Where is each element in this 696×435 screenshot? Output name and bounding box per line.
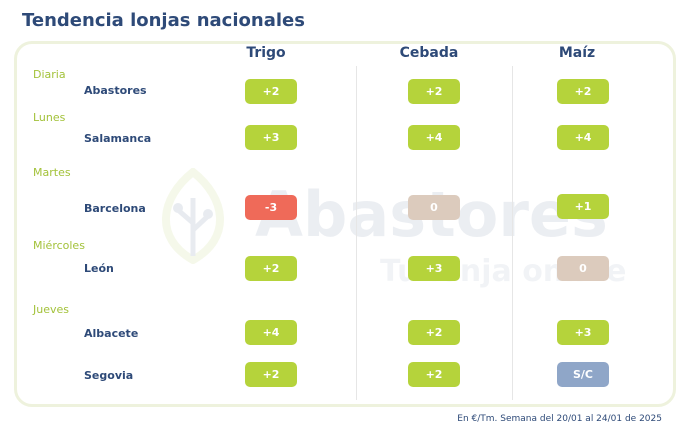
watermark-logo — [150, 166, 236, 265]
trend-badge: +1 — [557, 194, 609, 219]
trend-badge: +4 — [245, 320, 297, 345]
trend-badge: +3 — [245, 125, 297, 150]
trend-badge: 0 — [557, 256, 609, 281]
trend-badge: +2 — [408, 362, 460, 387]
trend-badge: +4 — [557, 125, 609, 150]
market-name: Albacete — [84, 327, 139, 340]
column-header-maiz: Maíz — [558, 45, 596, 61]
column-header-cebada: Cebada — [399, 45, 459, 61]
column-divider — [356, 66, 357, 400]
day-label-diaria: Diaria — [33, 68, 66, 81]
column-divider — [512, 66, 513, 400]
trend-badge: +4 — [408, 125, 460, 150]
trend-badge: +2 — [408, 320, 460, 345]
day-label-jueves: Jueves — [33, 303, 69, 316]
trend-badge: +2 — [408, 79, 460, 104]
trend-badge: +2 — [557, 79, 609, 104]
day-label-martes: Martes — [33, 166, 71, 179]
market-name: Abastores — [84, 84, 147, 97]
market-name: Segovia — [84, 369, 134, 382]
column-header-trigo: Trigo — [246, 45, 286, 61]
trend-badge: 0 — [408, 195, 460, 220]
trend-badge: S/C — [557, 362, 609, 387]
page-title: Tendencia lonjas nacionales — [22, 10, 305, 31]
trend-badge: +2 — [245, 79, 297, 104]
trend-badge: -3 — [245, 195, 297, 220]
market-name: Barcelona — [84, 202, 146, 215]
leaf-icon — [162, 166, 224, 265]
trend-badge: +2 — [245, 256, 297, 281]
footer-note: En €/Tm. Semana del 20/01 al 24/01 de 20… — [457, 414, 662, 424]
day-label-miercoles: Miércoles — [33, 239, 85, 252]
trend-badge: +3 — [557, 320, 609, 345]
trend-badge: +3 — [408, 256, 460, 281]
day-label-lunes: Lunes — [33, 111, 66, 124]
market-name: León — [84, 262, 114, 275]
trend-badge: +2 — [245, 362, 297, 387]
market-name: Salamanca — [84, 132, 152, 145]
